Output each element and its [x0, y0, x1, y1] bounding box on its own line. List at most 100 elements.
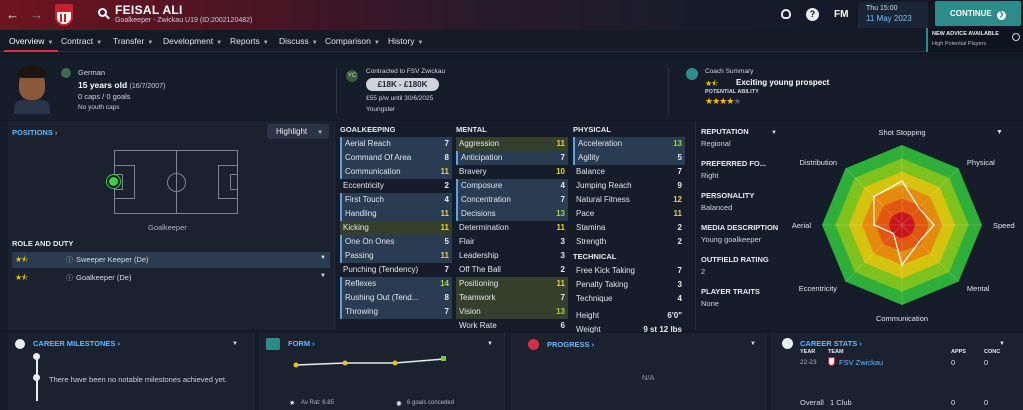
chevron-down-icon[interactable]: ▼: [771, 130, 777, 136]
player-face-icon: [14, 66, 50, 114]
career-stats-title-text: CAREER STATS: [800, 339, 858, 348]
tab-history[interactable]: History ▼: [388, 36, 424, 46]
attribute-row: Penalty Taking 3: [573, 278, 685, 292]
attribute-value: 2: [444, 181, 449, 190]
attribute-row: Anticipation 7: [456, 151, 568, 165]
back-icon[interactable]: ←: [6, 7, 19, 22]
attribute-row: Bravery 10: [456, 165, 568, 179]
attribute-row: Aerial Reach 7: [340, 137, 452, 151]
attribute-value: 5: [444, 237, 449, 246]
player-name: FEISAL ALI: [115, 3, 183, 17]
radar-card: ▼ Shot Stopping Physical Speed Mental Commun…: [788, 121, 1023, 330]
tab-development[interactable]: Development ▼: [163, 36, 223, 46]
attribute-label: One On Ones: [345, 237, 395, 246]
weight-value: 9 st 12 lbs: [643, 325, 682, 334]
radar-axis-label: Shot Stopping: [878, 128, 925, 137]
progress-text: N/A: [642, 373, 655, 382]
career-stats-card: CAREER STATS › ▼ YEAR TEAM APPS CONC 22-…: [771, 333, 1023, 410]
attribute-value: 7: [560, 153, 565, 162]
positions-title-text: POSITIONS: [12, 128, 53, 137]
attribute-row: Decisions 13: [456, 207, 568, 221]
chevron-down-icon: ▼: [320, 273, 326, 279]
attribute-value: 2: [560, 265, 565, 274]
radar-value-shape: [873, 180, 935, 267]
position-gk-marker[interactable]: [107, 175, 120, 188]
row-team[interactable]: FSV Zwickau: [839, 358, 884, 367]
attribute-value: 13: [673, 139, 682, 148]
tab-label: Contract: [61, 36, 94, 46]
ball-icon: [782, 338, 793, 349]
attribute-row: Reflexes 14: [340, 277, 452, 291]
form-title[interactable]: FORM ›: [288, 339, 315, 348]
attribute-label: Leadership: [459, 251, 499, 260]
coach-summary: Exciting young prospect: [736, 78, 830, 87]
milestones-title[interactable]: CAREER MILESTONES ›: [33, 339, 120, 348]
fm-logo[interactable]: FM: [834, 9, 849, 20]
chevron-down-icon[interactable]: ▼: [999, 341, 1005, 347]
attribute-value: 11: [556, 279, 565, 288]
overall-conc: 0: [984, 398, 989, 407]
chevron-down-icon[interactable]: ▼: [750, 341, 756, 347]
nation-flag-icon: [61, 68, 71, 78]
tab-transfer[interactable]: Transfer ▼: [113, 36, 154, 46]
coach-title: Coach Summary: [705, 68, 754, 75]
chevron-down-icon[interactable]: ▼: [996, 129, 1003, 136]
pitch-label: Goalkeeper: [148, 223, 187, 232]
career-stats-title[interactable]: CAREER STATS ›: [800, 339, 862, 348]
attribute-value: 3: [677, 279, 682, 289]
attribute-value: 2: [677, 237, 682, 246]
info-item: REPUTATION Regional: [701, 127, 781, 159]
trophy-icon[interactable]: [781, 9, 791, 19]
club-crest-icon: [55, 4, 73, 26]
goals-conceded: 6 goals conceded: [407, 400, 455, 406]
highlight-select[interactable]: Highlight ▼: [267, 124, 329, 139]
progress-title[interactable]: PROGRESS ›: [547, 340, 595, 349]
chevron-down-icon[interactable]: ▼: [232, 341, 238, 347]
help-icon[interactable]: ?: [806, 8, 819, 21]
milestones-card: CAREER MILESTONES › ▼ There have been no…: [8, 333, 254, 410]
attribute-label: Punching (Tendency): [343, 265, 419, 274]
tab-reports[interactable]: Reports ▼: [230, 36, 269, 46]
role-row-sweeper-keeper[interactable]: ★⯪ ⓘ Sweeper Keeper (De) ▼: [12, 252, 330, 268]
attribute-value: 10: [556, 167, 565, 176]
attribute-row: Natural Fitness 12: [573, 193, 685, 207]
radar-axis-label: Aerial: [792, 221, 812, 230]
tab-comparison[interactable]: Comparison ▼: [325, 36, 380, 46]
search-icon[interactable]: [98, 8, 107, 17]
attribute-value: 11: [673, 209, 682, 218]
attribute-label: Jumping Reach: [576, 181, 632, 190]
attribute-label: Bravery: [459, 167, 487, 176]
attribute-label: Strength: [576, 237, 607, 246]
attribute-value: 4: [560, 181, 565, 190]
chevron-down-icon[interactable]: ▼: [487, 341, 493, 347]
av-rating: Av Rat: 6.85: [301, 400, 334, 406]
continue-button[interactable]: CONTINUE ❯: [935, 1, 1021, 26]
attribute-value: 11: [440, 251, 449, 260]
info-label: PERSONALITY: [701, 191, 755, 200]
radar-axis-label: Communication: [876, 314, 928, 323]
attribute-label: Command Of Area: [345, 153, 412, 162]
youth-caps: No youth caps: [78, 104, 120, 111]
attribute-label: Natural Fitness: [576, 195, 630, 204]
info-card: REPUTATION Regional PREFERRED FO... Right PE…: [697, 121, 785, 330]
tab-contract[interactable]: Contract ▼: [61, 36, 103, 46]
col-conc: CONC: [984, 349, 1001, 355]
role-row-goalkeeper[interactable]: ★⯪ ⓘ Goalkeeper (De) ▼: [12, 270, 330, 286]
attribute-value: 13: [556, 209, 565, 218]
date-time[interactable]: Thu 15:00 11 May 2023: [858, 2, 928, 28]
attribute-value: 2: [677, 223, 682, 232]
attribute-value: 11: [556, 223, 565, 232]
tab-discuss[interactable]: Discuss ▼: [279, 36, 318, 46]
attribute-row: Eccentricity 2: [340, 179, 452, 193]
advice-popup[interactable]: NEW ADVICE AVAILABLE High Potential Play…: [926, 28, 1023, 52]
attribute-value: 7: [444, 139, 449, 148]
age: 15 years old (16/7/2007): [78, 80, 165, 90]
weight-row: Weight 9 st 12 lbs: [573, 323, 685, 337]
forward-icon[interactable]: →: [30, 7, 43, 22]
tab-overview[interactable]: Overview ▼: [4, 30, 59, 52]
value-badge[interactable]: £18K - £180K: [366, 78, 439, 91]
timeline-dot: [33, 374, 40, 381]
attribute-row: Aggression 11: [456, 137, 568, 151]
info-item: PLAYER TRAITS None: [701, 287, 781, 319]
positions-title[interactable]: POSITIONS ›: [12, 128, 58, 137]
